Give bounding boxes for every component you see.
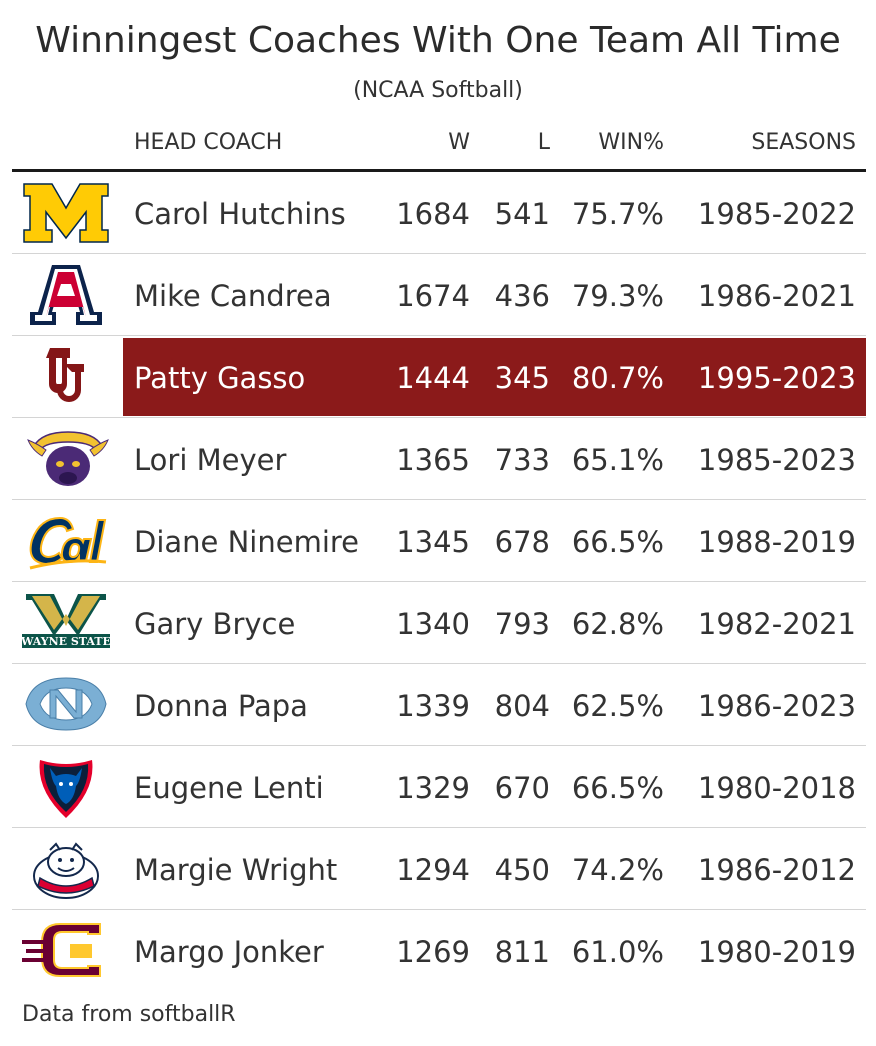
wayne-state-logo-icon: WAYNE STATE: [20, 590, 112, 656]
cell-losses: 541: [494, 197, 550, 231]
cell-losses: 678: [494, 525, 550, 559]
cell-coach: Patty Gasso: [134, 361, 306, 395]
cell-losses: 811: [494, 935, 550, 969]
michigan-logo-icon: [20, 180, 112, 246]
table-row: Eugene Lenti 1329 670 66.5% 1980-2018: [0, 746, 876, 828]
row-divider: [12, 663, 866, 664]
column-header-wins: W: [448, 130, 470, 155]
cell-seasons: 1986-2021: [697, 279, 856, 313]
cell-losses: 670: [494, 771, 550, 805]
cell-win-pct: 80.7%: [571, 361, 664, 395]
cell-seasons: 1982-2021: [697, 607, 856, 641]
table-row: Margo Jonker 1269 811 61.0% 1980-2019: [0, 910, 876, 992]
cell-win-pct: 75.7%: [571, 197, 664, 231]
column-header-seasons: SEASONS: [751, 130, 856, 155]
row-divider: [12, 745, 866, 746]
row-divider: [12, 253, 866, 254]
svg-text:WAYNE STATE: WAYNE STATE: [20, 635, 111, 648]
cell-coach: Carol Hutchins: [134, 197, 346, 231]
row-divider: [12, 581, 866, 582]
cell-wins: 1684: [396, 197, 470, 231]
cell-coach: Diane Ninemire: [134, 525, 360, 559]
table-row: WAYNE STATE Gary Bryce 1340 793 62.8% 1982-2…: [0, 582, 876, 664]
table-row: Patty Gasso 1444 345 80.7% 1995-2023: [0, 336, 876, 418]
row-divider: [12, 499, 866, 500]
cell-wins: 1294: [396, 853, 470, 887]
cell-seasons: 1986-2012: [697, 853, 856, 887]
table-row: Lori Meyer 1365 733 65.1% 1985-2023: [0, 418, 876, 500]
highlight-band: [123, 338, 866, 416]
column-header-losses: L: [537, 130, 550, 155]
cell-win-pct: 61.0%: [571, 935, 664, 969]
column-header-win-pct: WIN%: [598, 130, 664, 155]
column-header-coach: HEAD COACH: [134, 130, 283, 155]
central-michigan-logo-icon: [20, 918, 112, 984]
cell-wins: 1345: [396, 525, 470, 559]
cell-wins: 1365: [396, 443, 470, 477]
cell-wins: 1674: [396, 279, 470, 313]
row-divider: [12, 827, 866, 828]
cell-wins: 1339: [396, 689, 470, 723]
cell-coach: Eugene Lenti: [134, 771, 324, 805]
cal-logo-icon: [20, 508, 112, 574]
table-row: Mike Candrea 1674 436 79.3% 1986-2021: [0, 254, 876, 336]
cell-losses: 450: [494, 853, 550, 887]
table-row: Margie Wright 1294 450 74.2% 1986-2012: [0, 828, 876, 910]
table-row: Diane Ninemire 1345 678 66.5% 1988-2019: [0, 500, 876, 582]
cell-wins: 1444: [396, 361, 470, 395]
depaul-logo-icon: [20, 754, 112, 820]
cell-seasons: 1985-2022: [697, 197, 856, 231]
arizona-logo-icon: [20, 262, 112, 328]
cell-wins: 1269: [396, 935, 470, 969]
cell-win-pct: 65.1%: [571, 443, 664, 477]
cell-seasons: 1980-2018: [697, 771, 856, 805]
cell-coach: Margie Wright: [134, 853, 338, 887]
cell-coach: Gary Bryce: [134, 607, 296, 641]
oklahoma-logo-icon: [20, 344, 112, 410]
cell-seasons: 1980-2019: [697, 935, 856, 969]
cell-win-pct: 74.2%: [571, 853, 664, 887]
row-divider: [12, 417, 866, 418]
cell-seasons: 1985-2023: [697, 443, 856, 477]
cell-losses: 733: [494, 443, 550, 477]
row-divider: [12, 335, 866, 336]
chart-title: Winningest Coaches With One Team All Tim…: [35, 20, 841, 61]
table-row: Carol Hutchins 1684 541 75.7% 1985-2022: [0, 172, 876, 254]
cell-win-pct: 66.5%: [571, 771, 664, 805]
table-row: Donna Papa 1339 804 62.5% 1986-2023: [0, 664, 876, 746]
header-rule: [12, 169, 866, 172]
cell-seasons: 1995-2023: [697, 361, 856, 395]
fresno-state-logo-icon: [20, 836, 112, 902]
cell-coach: Mike Candrea: [134, 279, 332, 313]
cell-losses: 793: [494, 607, 550, 641]
cell-losses: 804: [494, 689, 550, 723]
cell-losses: 345: [494, 361, 550, 395]
cell-seasons: 1986-2023: [697, 689, 856, 723]
chart-subtitle: (NCAA Softball): [353, 78, 523, 103]
cell-coach: Margo Jonker: [134, 935, 324, 969]
cell-seasons: 1988-2019: [697, 525, 856, 559]
cell-win-pct: 62.5%: [571, 689, 664, 723]
minnesota-state-mavericks-logo-icon: [20, 426, 112, 492]
cell-wins: 1329: [396, 771, 470, 805]
north-carolina-logo-icon: [20, 672, 112, 738]
cell-win-pct: 62.8%: [571, 607, 664, 641]
cell-wins: 1340: [396, 607, 470, 641]
cell-win-pct: 66.5%: [571, 525, 664, 559]
cell-coach: Lori Meyer: [134, 443, 287, 477]
cell-coach: Donna Papa: [134, 689, 308, 723]
cell-losses: 436: [494, 279, 550, 313]
cell-win-pct: 79.3%: [571, 279, 664, 313]
row-divider: [12, 909, 866, 910]
source-note: Data from softballR: [22, 1002, 236, 1027]
